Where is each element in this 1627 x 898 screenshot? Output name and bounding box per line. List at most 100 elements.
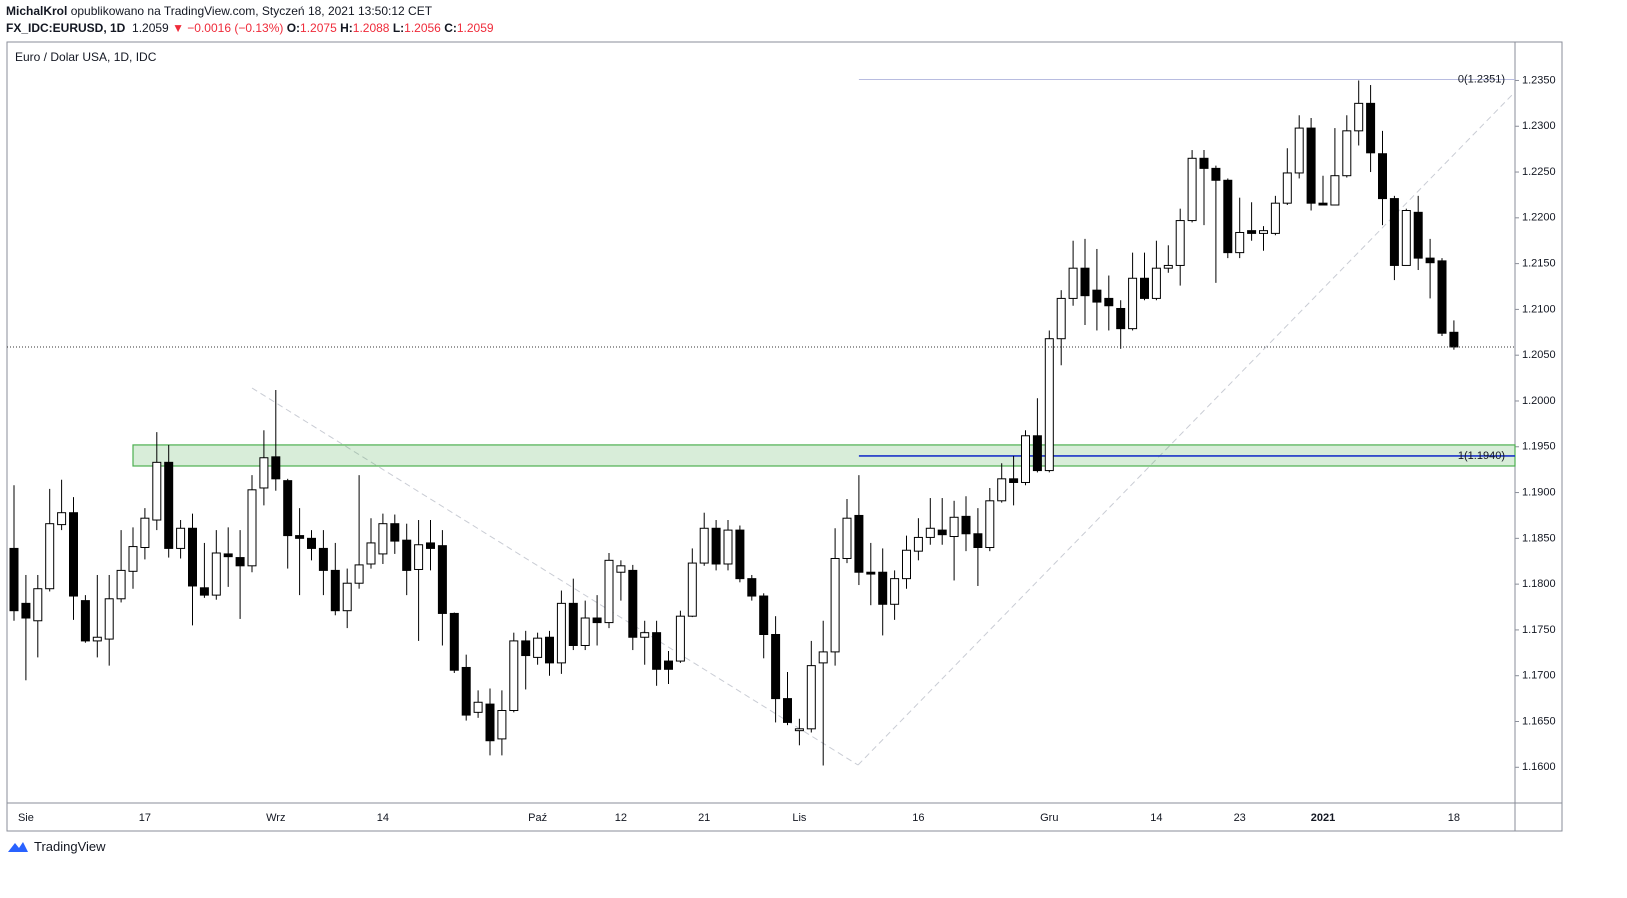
candle-body [1270, 202, 1280, 234]
candle-body [640, 632, 650, 638]
candle-body [402, 539, 412, 571]
y-tick-label: 1.1650 [1522, 715, 1556, 727]
y-tick-label: 1.2350 [1522, 74, 1556, 86]
candle-body [925, 527, 935, 538]
candle-body [521, 640, 531, 657]
x-tick-label: 18 [1448, 812, 1460, 824]
candle-body [652, 632, 662, 670]
candle-body [1128, 277, 1138, 330]
candle-body [1175, 220, 1185, 266]
candle-body [235, 557, 245, 567]
candle-body [247, 489, 257, 567]
candle-body [223, 553, 233, 558]
x-tick-label: 16 [912, 812, 924, 824]
y-tick-label: 1.1750 [1522, 624, 1556, 636]
logo-icon [8, 842, 28, 852]
candle-body [664, 660, 673, 670]
candle-body [545, 636, 554, 664]
candle-body [771, 633, 781, 700]
candle-body [1366, 102, 1376, 154]
candle-body [176, 527, 186, 549]
candle-body [1009, 478, 1019, 483]
candle-body [1056, 297, 1066, 340]
candle-body [866, 571, 876, 575]
candle-body [80, 600, 90, 642]
ohlc-label: H: [340, 21, 353, 35]
candle-body [723, 529, 733, 565]
x-tick-label: Wrz [266, 812, 285, 824]
candle-body [45, 523, 55, 590]
x-tick-label: Gru [1040, 812, 1058, 824]
header-line-1: MichalKrol opublikowano na TradingView.c… [6, 4, 432, 18]
x-tick-label: 21 [698, 812, 710, 824]
candle-body [985, 500, 995, 549]
candle-body [1449, 331, 1459, 348]
chart-title: Euro / Dolar USA, 1D, IDC [15, 50, 157, 64]
candle-body [509, 640, 519, 712]
y-tick-label: 1.2100 [1522, 303, 1556, 315]
ohlc-value: 1.2088 [352, 21, 390, 35]
x-tick-label: 17 [139, 812, 151, 824]
y-tick-label: 1.2000 [1522, 395, 1556, 407]
candle-body [449, 612, 459, 671]
candle-body [735, 529, 745, 580]
candle-body [116, 569, 126, 600]
candle-body [806, 665, 816, 730]
candle-body [830, 557, 840, 653]
change: ▼ −0.0016 (−0.13%) [172, 21, 284, 35]
candle-body [890, 578, 900, 605]
candle-body [1032, 435, 1042, 472]
candle-body [1044, 338, 1054, 472]
trend-line [251, 387, 859, 766]
candle-body [271, 456, 281, 480]
candle-body [1342, 130, 1352, 177]
candle-body [604, 559, 614, 624]
candle-body [57, 512, 67, 526]
candle-body [1092, 289, 1102, 303]
candle-body [366, 542, 376, 565]
candle-body [1151, 267, 1161, 299]
candle-body [307, 537, 316, 549]
candle-body [1330, 175, 1340, 206]
candle-body [390, 523, 400, 542]
candle-body [568, 602, 578, 646]
candle-body [1437, 260, 1447, 334]
candle-body [152, 461, 162, 521]
y-tick-label: 1.1950 [1522, 441, 1556, 453]
published: opublikowano na TradingView.com, Styczeń… [70, 4, 433, 18]
candle-body [437, 545, 447, 614]
candle-body [913, 536, 923, 552]
candle-body [628, 569, 638, 638]
y-tick-label: 1.2050 [1522, 349, 1556, 361]
x-tick-label: 2021 [1311, 812, 1335, 824]
candle-body [878, 571, 888, 605]
candle-body [759, 595, 769, 635]
candle-body [128, 546, 138, 572]
candle-body [902, 549, 911, 580]
ohlc-value: 1.2059 [456, 21, 494, 35]
candle-body [533, 637, 543, 658]
candle-body [580, 617, 590, 646]
candle-body [687, 562, 697, 617]
candle-body [140, 517, 150, 549]
candle-body [1306, 127, 1316, 204]
candle-body [1389, 198, 1399, 266]
ohlc-value: 1.2075 [300, 21, 337, 35]
candle-body [33, 588, 43, 622]
candle-body [461, 666, 471, 716]
candle-body [556, 602, 566, 664]
candle-body [354, 564, 364, 584]
candle-body [1211, 167, 1221, 181]
candle-body [711, 527, 721, 565]
candle-body [1401, 210, 1411, 266]
candle-body [104, 598, 114, 640]
candle-body [9, 547, 19, 612]
candle-body [473, 701, 483, 713]
candle-body [318, 547, 328, 571]
candle-body [426, 542, 435, 549]
candle-body [699, 527, 709, 564]
candle-body [616, 565, 626, 573]
candle-body [818, 651, 828, 664]
candle-body [1140, 277, 1149, 299]
brand: TradingView [34, 838, 106, 854]
